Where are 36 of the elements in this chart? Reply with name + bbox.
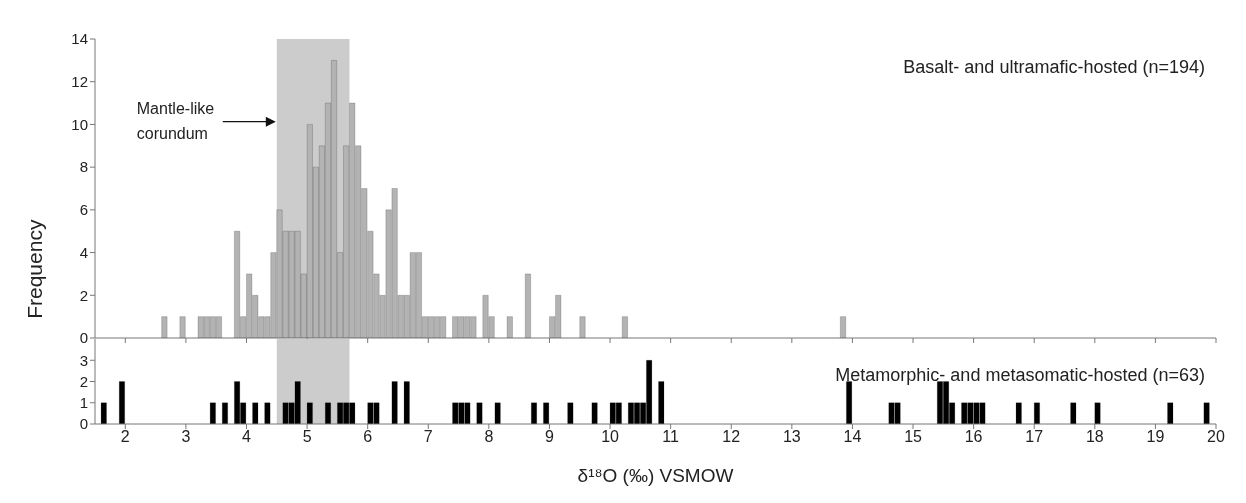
x-tick-label: 14 [843,428,862,446]
x-tick-label: 7 [423,428,433,446]
x-tick-label: 9 [545,428,555,446]
y-tick-label: 10 [71,115,88,133]
y-axis-title: Frequency [23,219,46,319]
x-tick-label: 15 [904,428,923,446]
x-tick-label: 4 [242,428,252,446]
x-tick-label: 2 [120,428,130,446]
x-tick-label: 12 [722,428,741,446]
y-tick-label: 0 [79,415,88,433]
text: Basalt- and ultramafic-hosted (n=194) [903,57,1205,78]
x-tick-label: 8 [484,428,494,446]
x-tick-label: 10 [601,428,620,446]
x-tick-label: 16 [964,428,983,446]
x-tick-label: 19 [1146,428,1165,446]
x-tick-label: 5 [302,428,312,446]
x-tick-label: 6 [363,428,373,446]
y-tick-label: 6 [79,201,88,219]
y-tick-label: 2 [79,372,88,390]
x-tick-label: 3 [181,428,191,446]
y-tick-label: 4 [79,243,88,261]
y-tick-label: 12 [71,73,88,91]
x-tick-label: 18 [1085,428,1104,446]
y-tick-label: 1 [79,394,88,412]
x-tick-label: 20 [1207,428,1225,446]
x-axis-title: δ¹⁸O (‰) VSMOW [577,465,734,486]
x-tick-label: 13 [782,428,801,446]
y-tick-label: 2 [79,286,88,304]
x-tick-label: 17 [1025,428,1044,446]
y-tick-label: 8 [79,158,88,176]
y-tick-label: 0 [79,329,88,347]
y-tick-label: 3 [79,351,88,369]
x-tick-label: 11 [662,428,680,446]
y-tick-label: 14 [71,30,88,48]
band-label: Mantle-like corundum [136,99,215,142]
text: Metamorphic- and metasomatic-hosted (n=63) [835,365,1205,386]
